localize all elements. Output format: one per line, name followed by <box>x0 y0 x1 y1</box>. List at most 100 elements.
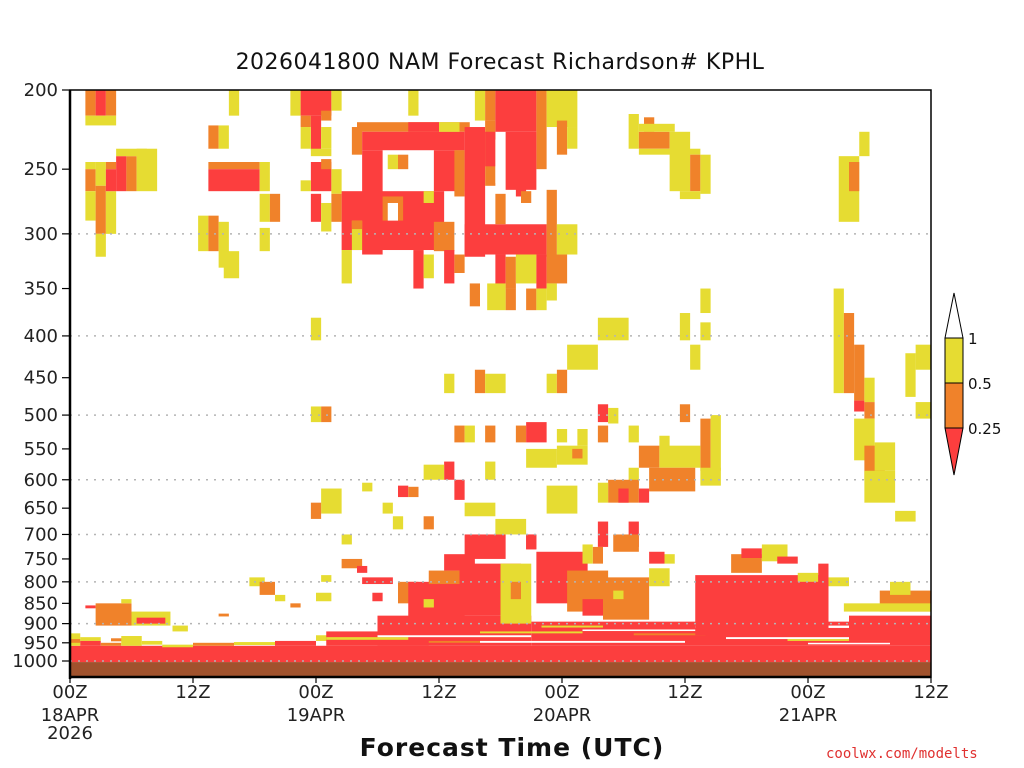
ri-cell <box>105 90 117 116</box>
ri-cell <box>362 577 393 585</box>
ri-cell <box>659 435 670 449</box>
x-tick-date: 19APR <box>287 705 346 726</box>
ri-cell <box>300 180 311 192</box>
legend-triangle-below-0.25 <box>944 427 964 476</box>
ri-cell <box>95 90 106 116</box>
ri-cell <box>731 554 762 573</box>
ri-cell <box>818 563 829 582</box>
ri-cell <box>464 534 506 559</box>
ri-cell <box>351 220 363 251</box>
ri-cell <box>116 148 147 157</box>
ground-cell <box>70 662 931 677</box>
ri-cell <box>433 221 455 252</box>
ri-cell <box>387 154 398 170</box>
ri-cell <box>597 425 609 443</box>
ri-cell <box>905 353 916 397</box>
ri-cell <box>423 191 434 203</box>
ri-cell <box>849 161 860 192</box>
ri-cell <box>864 402 875 419</box>
ri-cell <box>300 115 311 128</box>
y-tick-label: 550 <box>24 439 58 460</box>
ri-cell <box>567 127 578 149</box>
ri-cell <box>136 148 158 192</box>
x-tick-label: 12Z <box>421 682 456 703</box>
ri-cell <box>105 169 117 192</box>
ri-cell <box>485 425 496 443</box>
ri-cell <box>331 169 342 194</box>
ri-cell <box>638 123 675 132</box>
ri-cell <box>382 502 393 514</box>
ri-cell <box>321 110 332 121</box>
ri-cell <box>310 161 332 192</box>
ri-cell <box>526 534 537 550</box>
ri-cell <box>556 428 568 443</box>
ri-cell <box>526 422 547 443</box>
ri-cell <box>700 418 711 471</box>
ri-cell <box>546 373 557 394</box>
y-tick-label: 750 <box>24 549 58 570</box>
ri-cell <box>690 344 701 370</box>
ri-cell <box>628 521 639 547</box>
ri-cell <box>480 640 685 643</box>
ri-cell <box>413 250 424 289</box>
ri-cell <box>797 572 819 582</box>
ri-cell <box>321 202 332 232</box>
ri-cell <box>613 534 639 552</box>
ri-cell <box>193 642 234 646</box>
ri-cell <box>859 131 870 157</box>
ri-cell <box>162 644 193 648</box>
legend-swatch-0.25-0.5 <box>944 382 964 429</box>
ri-cell <box>638 148 701 155</box>
ri-cell <box>485 461 496 480</box>
ri-cell <box>669 131 691 192</box>
ri-cell <box>351 127 363 155</box>
ri-cell <box>485 373 506 394</box>
ri-cell <box>664 554 675 564</box>
ri-cell <box>515 254 537 284</box>
ri-cell <box>895 510 916 522</box>
ri-cell <box>259 161 270 192</box>
ri-cell <box>649 568 670 587</box>
ri-cell <box>597 317 629 341</box>
x-tick-label: 00Z <box>544 682 579 703</box>
ri-cell <box>536 254 547 289</box>
ri-cell <box>469 283 480 307</box>
ri-cell <box>259 193 270 222</box>
ri-cell <box>546 189 557 257</box>
ri-cell <box>398 154 409 170</box>
legend-label: 0.25 <box>968 420 1001 438</box>
ri-cell <box>577 428 588 446</box>
ri-cell <box>495 518 527 535</box>
ri-cell <box>85 605 96 609</box>
x-tick-year: 2026 <box>47 723 93 744</box>
ri-cell <box>234 642 275 646</box>
ri-cell <box>515 183 527 197</box>
ri-cell <box>208 169 260 192</box>
ri-cell <box>198 215 209 252</box>
ri-cell <box>536 288 547 311</box>
ri-cell <box>249 577 265 587</box>
ri-cell <box>423 254 434 279</box>
ri-cell <box>392 516 404 530</box>
ri-cell <box>628 114 639 149</box>
ri-cell <box>700 322 711 341</box>
ri-cell <box>310 317 322 341</box>
ri-cell <box>408 581 465 624</box>
y-tick-label: 850 <box>24 593 58 614</box>
ri-cell <box>454 479 465 500</box>
ri-cell <box>444 250 455 284</box>
ri-cell <box>326 637 409 640</box>
ri-cell <box>454 425 465 443</box>
ri-cell <box>536 90 547 170</box>
ri-cell <box>487 283 506 311</box>
x-tick-label: 00Z <box>790 682 825 703</box>
ri-cell <box>275 640 316 646</box>
ri-cell <box>474 369 486 394</box>
ri-cell <box>864 470 896 503</box>
ri-cell <box>521 191 532 203</box>
ri-cell <box>541 625 603 628</box>
y-tick-label: 1000 <box>12 651 58 672</box>
ri-cell <box>618 488 629 503</box>
ri-cell <box>628 425 639 443</box>
ri-cell <box>341 558 363 569</box>
